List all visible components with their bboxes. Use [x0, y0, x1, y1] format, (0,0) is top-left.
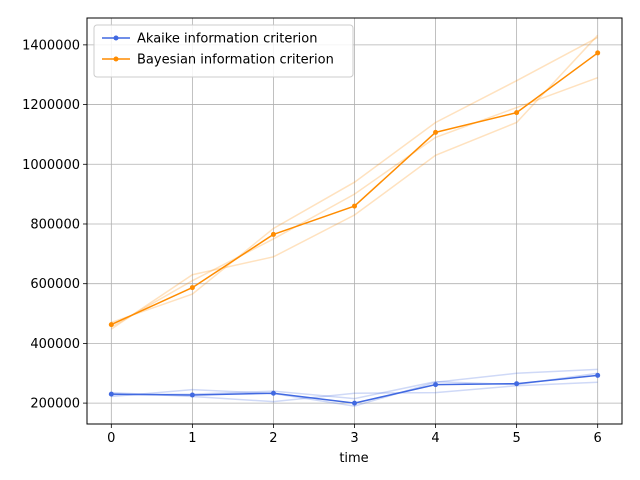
- data-point: [595, 50, 601, 56]
- data-point: [595, 372, 601, 378]
- y-tick-label: 1000000: [22, 158, 80, 173]
- run-line: [111, 368, 598, 407]
- x-tick-label: 1: [188, 431, 196, 446]
- legend-box: [93, 24, 354, 78]
- data-point: [433, 129, 439, 135]
- y-axis: 200000 400000 600000 800000 1000000 1200000 14…: [22, 38, 87, 412]
- data-point: [514, 110, 520, 116]
- run-line: [110, 77, 598, 328]
- legend-label: Akaike information criterion: [137, 32, 317, 47]
- x-axis-title: time: [339, 451, 368, 466]
- y-tick-label: 600000: [30, 277, 80, 292]
- data-point: [108, 322, 114, 328]
- y-tick-label: 400000: [30, 337, 80, 352]
- x-tick-label: 6: [594, 431, 602, 446]
- x-tick-label: 3: [350, 431, 358, 446]
- data-point: [514, 381, 520, 387]
- legend-swatch-marker: [113, 56, 119, 62]
- grid: [87, 18, 622, 424]
- legend-swatch-marker: [113, 35, 119, 41]
- x-axis: 0 1 2 3 4 5 6: [107, 424, 602, 446]
- legend-label: Bayesian information criterion: [137, 53, 334, 68]
- data-point: [352, 203, 357, 209]
- y-tick-label: 1200000: [22, 98, 80, 113]
- data-point: [352, 400, 357, 406]
- y-tick-label: 200000: [30, 397, 80, 412]
- data-point: [189, 392, 195, 398]
- run-line: [110, 34, 599, 330]
- legend: Akaike information criterion Bayesian inf…: [93, 24, 354, 78]
- series-lines: [108, 50, 601, 406]
- run-line: [111, 36, 599, 324]
- x-tick-label: 4: [431, 431, 439, 446]
- x-tick-label: 5: [512, 431, 520, 446]
- data-point: [270, 390, 276, 396]
- data-point: [433, 382, 439, 388]
- data-point: [108, 391, 114, 397]
- y-tick-label: 800000: [30, 217, 80, 232]
- data-point: [189, 285, 195, 291]
- x-tick-label: 2: [269, 431, 277, 446]
- x-tick-label: 0: [107, 431, 115, 446]
- data-point: [270, 231, 276, 237]
- y-tick-label: 1400000: [22, 38, 80, 53]
